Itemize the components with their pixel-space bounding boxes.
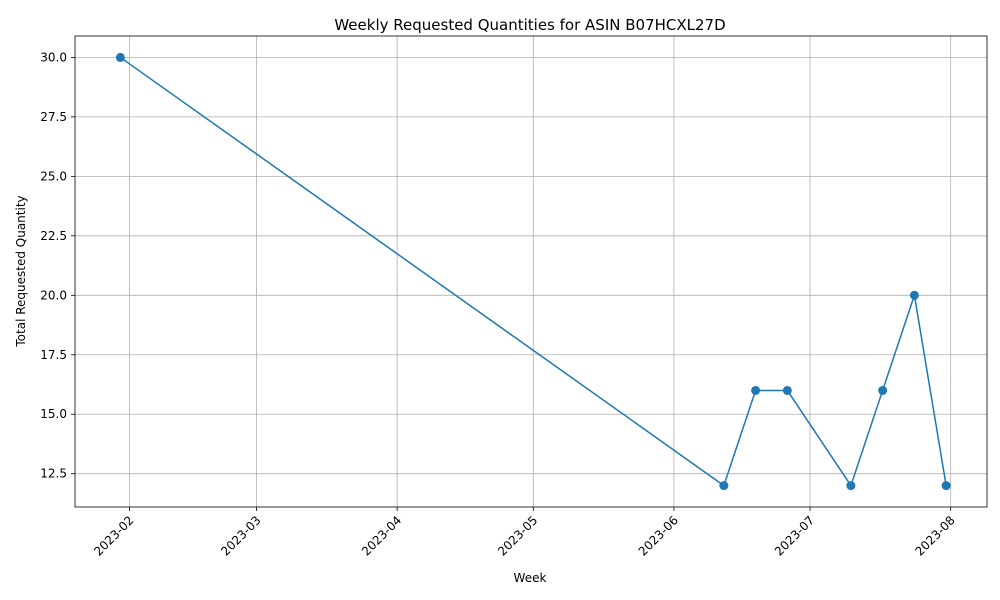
data-point <box>941 481 951 491</box>
data-point <box>719 481 729 491</box>
x-tick-label: 2023-02 <box>91 513 136 558</box>
x-tick-label: 2023-05 <box>495 513 540 558</box>
y-tick-label: 20.0 <box>40 288 67 302</box>
series-line <box>119 56 947 487</box>
plot-frame <box>74 35 988 508</box>
x-axis-label: Week <box>514 571 547 585</box>
y-tick-label: 27.5 <box>40 110 67 124</box>
y-axis-label: Total Requested Quantity <box>14 195 28 347</box>
y-tick-label: 15.0 <box>40 407 67 421</box>
x-tick-label: 2023-04 <box>359 513 404 558</box>
x-tick-label: 2023-08 <box>912 513 957 558</box>
x-tick-label: 2023-06 <box>636 513 681 558</box>
x-tick-label: 2023-07 <box>772 513 817 558</box>
data-point <box>846 481 856 491</box>
x-tick-label: 2023-03 <box>218 513 263 558</box>
y-tick-label: 17.5 <box>40 348 67 362</box>
grid <box>75 36 987 507</box>
y-tick-label: 25.0 <box>40 169 67 183</box>
data-point <box>115 52 125 62</box>
y-tick-label: 30.0 <box>40 50 67 64</box>
data-point <box>751 385 761 395</box>
y-tick-label: 12.5 <box>40 467 67 481</box>
data-series <box>115 52 951 491</box>
data-point <box>878 385 888 395</box>
chart-title: Weekly Requested Quantities for ASIN B07… <box>334 16 725 34</box>
data-point <box>782 385 792 395</box>
axes: 2023-02 2023-03 2023-04 2023-05 2023-06 2023-… <box>40 50 958 558</box>
data-point <box>909 290 919 300</box>
y-tick-label: 22.5 <box>40 229 67 243</box>
